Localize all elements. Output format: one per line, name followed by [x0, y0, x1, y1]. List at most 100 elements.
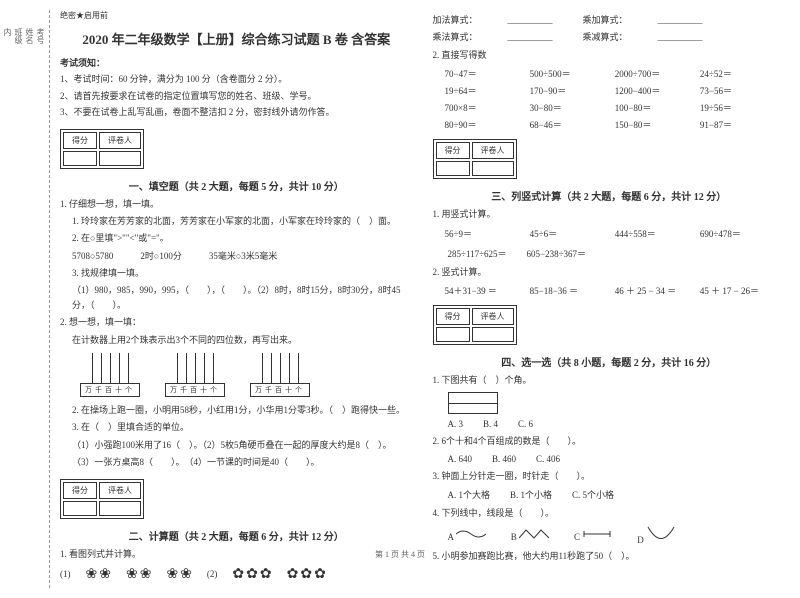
notice-item: 3、不要在试卷上乱写乱画，卷面不整洁扣 2 分，密封线外请勿作答。: [60, 106, 413, 120]
calc-item: 80÷90＝: [445, 118, 530, 131]
add-label: 加法算式：: [433, 13, 478, 27]
score-col: 得分: [63, 482, 97, 499]
margin-label: 班级: [13, 28, 24, 570]
section-4-title: 四、选一选（共 8 小题，每题 2 分，共计 16 分）: [433, 354, 786, 369]
calc-item: 73−56＝: [700, 84, 785, 97]
calc-item: 2000÷700＝: [615, 67, 700, 80]
q1-head: 1. 仔细想一想，填一填。: [60, 197, 413, 211]
section-2-title: 二、计算题（共 2 大题，每题 6 分，共计 12 分）: [60, 528, 413, 543]
grader-col: 评卷人: [99, 132, 141, 149]
calc-item: 444÷558＝: [615, 227, 700, 240]
calc-item: 70−47＝: [445, 67, 530, 80]
calc-item: 54＋31−39 ＝: [445, 284, 530, 297]
calc-item: 30−80＝: [530, 101, 615, 114]
zigzag-line-icon: [519, 528, 549, 540]
score-col: 得分: [63, 132, 97, 149]
opt-c: C. 6: [518, 419, 533, 429]
section-3-title: 三、列竖式计算（共 2 大题，每题 6 分，共计 12 分）: [433, 188, 786, 203]
s3q1-head: 1. 用竖式计算。: [433, 207, 786, 221]
r-q2-head: 2. 直接写得数: [433, 48, 786, 62]
calc-item: 690÷478＝: [700, 227, 785, 240]
s4q4: 4. 下列线中，线段是（ ）。: [433, 506, 786, 520]
s4q1: 1. 下图共有（ ）个角。: [433, 373, 786, 387]
score-col: 得分: [436, 308, 470, 325]
opt-c: C. 406: [536, 454, 560, 464]
opt-b: B. 460: [492, 454, 516, 464]
section-1-title: 一、填空题（共 2 大题，每题 5 分，共计 10 分）: [60, 178, 413, 193]
calc-item: 19÷64＝: [445, 84, 530, 97]
q2-3a: （1）小强跑100米用了16（ ）。（2）5枚5角硬币叠在一起的厚度大约是8（ …: [72, 438, 413, 452]
subx-label: 乘减算式：: [583, 30, 628, 44]
flower-icon: ✿: [300, 566, 312, 583]
abacus-icon: 万千百十个: [80, 353, 140, 397]
s4q3: 3. 钟面上分针走一圈，时针走（ ）。: [433, 469, 786, 483]
flower-icon: ✿: [260, 566, 272, 583]
q2-3: 3. 在（ ）里填合适的单位。: [72, 420, 413, 434]
flower-icon: ✿: [287, 566, 299, 583]
segment-line-icon: [582, 528, 612, 540]
flower-icon: ❀: [126, 566, 138, 583]
score-col: 得分: [436, 142, 470, 159]
calc-item: 45÷6＝: [530, 227, 615, 240]
calc-item: 700×8＝: [445, 101, 530, 114]
opt-a: A. 3: [448, 419, 464, 429]
abacus-label: 万千百十个: [250, 383, 310, 397]
secret-label: 绝密★启用前: [60, 10, 413, 21]
q1-3: 3. 找规律填一填。: [72, 266, 413, 280]
opt-d: D: [637, 535, 644, 545]
calc-item: 46 ＋ 25 − 34 ＝: [615, 284, 700, 297]
notice-head: 考试须知：: [60, 56, 413, 69]
q2-2: 2. 在操场上跑一圈，小明用58秒，小红用1分，小华用1分零3秒。（ ）跑得快一…: [72, 403, 413, 417]
calc-item: 500÷500＝: [530, 67, 615, 80]
fig-num: (2): [207, 569, 218, 579]
arc-line-icon: [646, 525, 676, 543]
exam-title: 2020 年二年级数学【上册】综合练习试题 B 卷 含答案: [60, 29, 413, 48]
score-box: 得分 评卷人: [433, 139, 517, 179]
abacus-icon: 万千百十个: [165, 353, 225, 397]
notice-item: 2、请首先按要求在试卷的指定位置填写您的姓名、班级、学号。: [60, 90, 413, 104]
flower-figures: (1) ❀❀ ❀❀ ❀❀ (2) ✿✿✿ ✿✿✿: [60, 566, 413, 583]
rectangle-icon: [448, 392, 498, 414]
binding-margin: 考号 姓名 班级 内 学校 线 封 乡镇(街道) 密: [15, 10, 50, 588]
calc-item: 170−90＝: [530, 84, 615, 97]
abacus-row: 万千百十个 万千百十个 万千百十个: [80, 353, 413, 397]
flower-icon: ❀: [140, 566, 152, 583]
opt-a: A. 640: [448, 454, 473, 464]
calc-item: 605−238÷367＝: [527, 247, 587, 260]
calc-item: 85−18−36 ＝: [530, 284, 615, 297]
page-footer: 第 1 页 共 4 页: [0, 549, 800, 560]
calc-item: 285÷117÷625＝: [448, 247, 507, 260]
calc-item: 19÷56＝: [700, 101, 785, 114]
abacus-label: 万千百十个: [80, 383, 140, 397]
q1-2a: 5708○5780 2时○100分 35毫米○3米5毫米: [72, 249, 413, 263]
flower-icon: ❀: [180, 566, 192, 583]
opt-b: B. 1个小格: [510, 488, 552, 501]
calc-item: 68−46＝: [530, 118, 615, 131]
grader-col: 评卷人: [472, 142, 514, 159]
margin-mark: 内: [2, 28, 13, 570]
left-column: 绝密★启用前 2020 年二年级数学【上册】综合练习试题 B 卷 含答案 考试须…: [60, 10, 413, 588]
flower-icon: ❀: [86, 566, 98, 583]
s4q2: 2. 6个十和4个百组成的数是（ ）。: [433, 434, 786, 448]
calc-item: 100−80＝: [615, 101, 700, 114]
abacus-label: 万千百十个: [165, 383, 225, 397]
score-box: 得分 评卷人: [433, 305, 517, 345]
opt-a: A: [448, 532, 454, 542]
q2-3b: （3）一张方桌高8（ ）。 （4）一节课的时间是40（ ）。: [72, 455, 413, 469]
flower-icon: ✿: [246, 566, 258, 583]
calc-item: 91−87＝: [700, 118, 785, 131]
calc-item: 45 ＋ 17 − 26＝: [700, 284, 785, 297]
q2-1: 在计数器上用2个珠表示出3个不同的四位数，再写出来。: [72, 333, 413, 347]
calc-item: 150−80＝: [615, 118, 700, 131]
margin-label: 姓名: [24, 28, 35, 570]
flower-icon: ✿: [232, 566, 244, 583]
margin-label: 考号: [35, 28, 46, 570]
q1-1: 1. 玲玲家在芳芳家的北面，芳芳家在小军家的北面，小军家在玲玲家的（ ）面。: [72, 214, 413, 228]
q1-2: 2. 在○里填">""<"或"="。: [72, 231, 413, 245]
calc-item: 1200−400＝: [615, 84, 700, 97]
fig-num: (1): [60, 569, 71, 579]
s3q2-head: 2. 竖式计算。: [433, 265, 786, 279]
score-box: 得分 评卷人: [60, 479, 144, 519]
calc-item: 24÷52＝: [700, 67, 785, 80]
calc-item: 56÷9＝: [445, 227, 530, 240]
